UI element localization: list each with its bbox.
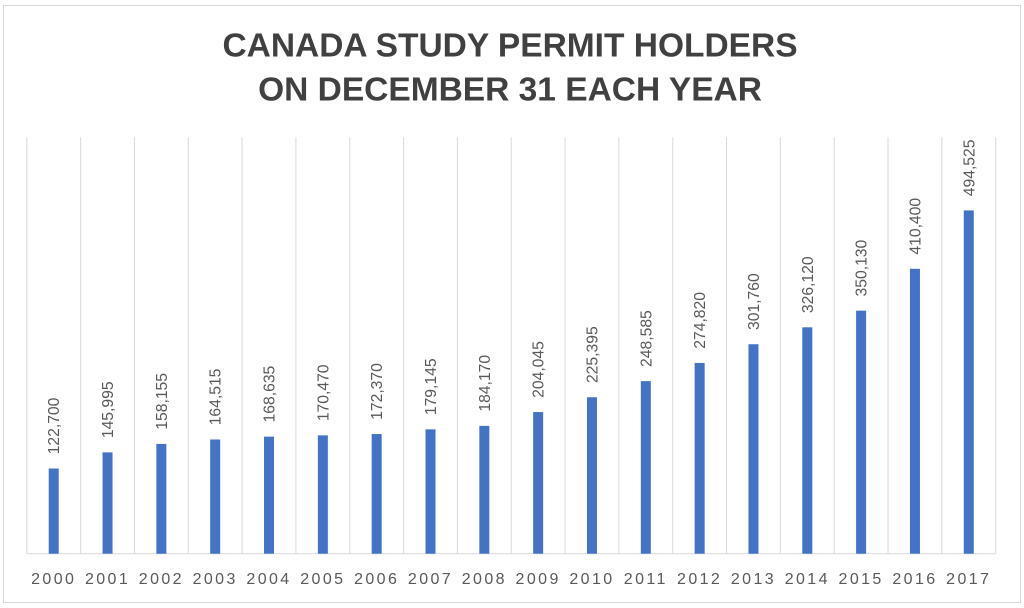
svg-text:2007: 2007 <box>408 571 453 588</box>
svg-text:179,145: 179,145 <box>423 358 440 415</box>
svg-text:494,525: 494,525 <box>961 139 978 196</box>
svg-text:168,635: 168,635 <box>262 365 279 422</box>
svg-text:122,700: 122,700 <box>46 397 63 454</box>
svg-text:2003: 2003 <box>193 571 238 588</box>
svg-text:204,045: 204,045 <box>531 341 548 398</box>
svg-text:2000: 2000 <box>31 571 76 588</box>
svg-text:170,470: 170,470 <box>315 364 332 421</box>
svg-text:2015: 2015 <box>839 571 884 588</box>
svg-text:145,995: 145,995 <box>100 381 117 438</box>
svg-text:164,515: 164,515 <box>208 368 225 425</box>
svg-text:2005: 2005 <box>300 571 345 588</box>
svg-text:2009: 2009 <box>516 571 561 588</box>
svg-text:2017: 2017 <box>946 571 991 588</box>
svg-text:CANADA STUDY PERMIT HOLDERS: CANADA STUDY PERMIT HOLDERS <box>222 28 797 65</box>
svg-text:225,395: 225,395 <box>584 326 601 383</box>
svg-text:2011: 2011 <box>624 571 668 588</box>
svg-text:2004: 2004 <box>246 571 291 588</box>
svg-text:2001: 2001 <box>85 571 130 588</box>
svg-text:2010: 2010 <box>569 571 614 588</box>
svg-text:2002: 2002 <box>139 571 184 588</box>
svg-text:274,820: 274,820 <box>692 292 709 349</box>
svg-text:2013: 2013 <box>731 571 776 588</box>
svg-text:410,400: 410,400 <box>907 198 924 255</box>
svg-text:248,585: 248,585 <box>638 310 655 367</box>
svg-text:2016: 2016 <box>892 571 937 588</box>
svg-text:2008: 2008 <box>462 571 507 588</box>
svg-text:326,120: 326,120 <box>800 256 817 313</box>
svg-text:301,760: 301,760 <box>746 273 763 330</box>
svg-text:350,130: 350,130 <box>854 239 871 296</box>
svg-text:158,155: 158,155 <box>154 373 171 430</box>
svg-text:2012: 2012 <box>677 571 722 588</box>
svg-text:2006: 2006 <box>354 571 399 588</box>
svg-text:2014: 2014 <box>785 571 830 588</box>
svg-text:172,370: 172,370 <box>369 363 386 420</box>
svg-text:ON DECEMBER 31 EACH YEAR: ON DECEMBER 31 EACH YEAR <box>258 72 762 109</box>
svg-text:184,170: 184,170 <box>477 355 494 412</box>
